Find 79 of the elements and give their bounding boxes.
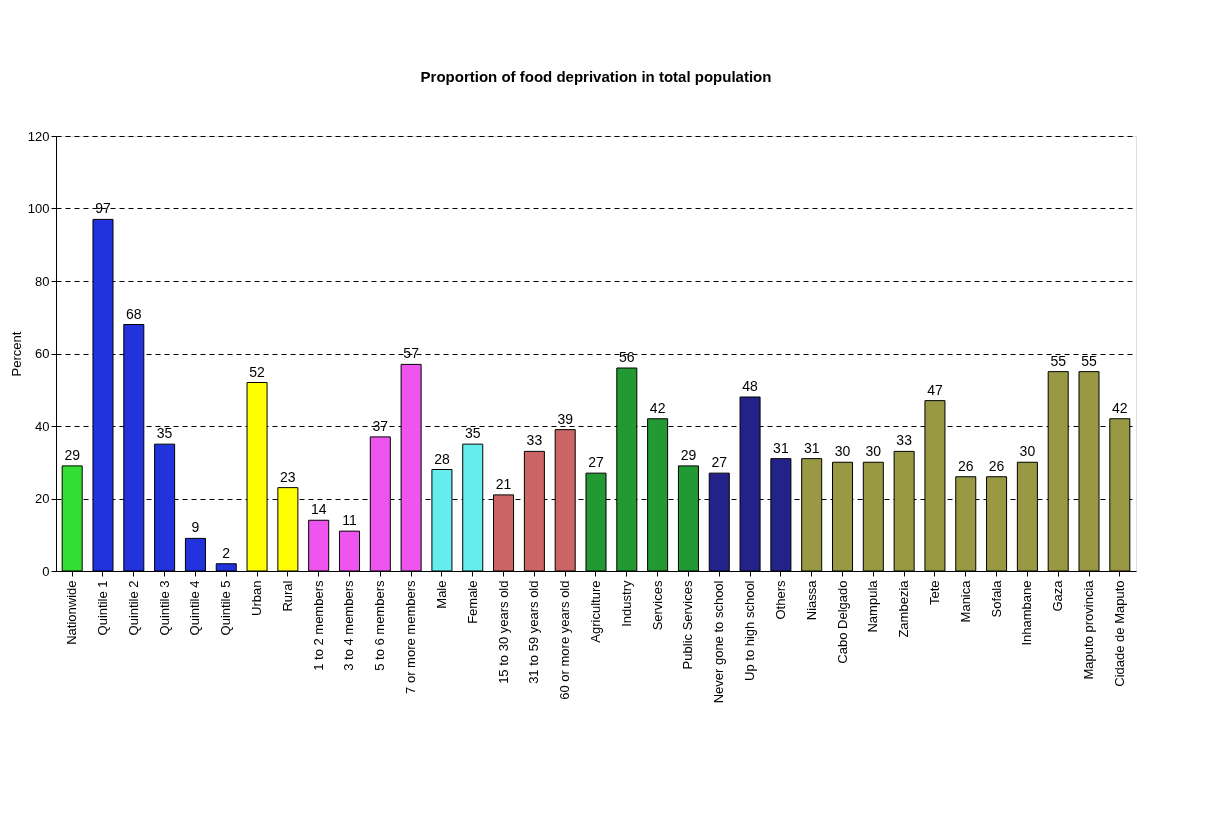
- data-label: 35: [156, 425, 173, 442]
- y-tick-label: 100: [27, 201, 50, 216]
- chart-title: Proportion of food deprivation in total population: [420, 68, 772, 85]
- data-label: 26: [957, 457, 974, 474]
- y-axis-title: Percent: [8, 331, 24, 377]
- data-label: 30: [1019, 443, 1036, 460]
- data-label: 52: [249, 363, 266, 380]
- x-tick-label: Quintile 5: [218, 580, 234, 636]
- x-tick-label: Quintile 3: [156, 580, 172, 636]
- x-tick-label: Rural: [279, 580, 295, 612]
- x-tick-label: Quintile 1: [94, 580, 110, 636]
- data-label: 29: [64, 446, 81, 463]
- x-tick-label: Public Services: [680, 580, 696, 670]
- x-tick-label: Manica: [957, 579, 973, 623]
- data-label: 42: [649, 399, 666, 416]
- x-tick-label: Niassa: [803, 579, 819, 621]
- x-tick-label: Quintile 2: [125, 580, 141, 636]
- data-label: 42: [1112, 399, 1128, 416]
- x-tick-label: 31 to 59 years old: [526, 580, 542, 684]
- data-label: 68: [126, 305, 142, 322]
- data-label: 30: [865, 443, 882, 460]
- data-label: 47: [927, 381, 943, 398]
- x-tick-label: Maputo provincia: [1081, 579, 1097, 680]
- data-label: 11: [342, 512, 357, 529]
- data-label: 30: [834, 443, 851, 460]
- data-label: 31: [773, 439, 789, 456]
- data-label: 97: [95, 200, 111, 217]
- x-tick-label: Female: [464, 580, 480, 624]
- data-label: 39: [557, 410, 574, 427]
- x-tick-label: Zambezia: [896, 579, 912, 638]
- y-tick-label: 80: [35, 273, 50, 289]
- x-tick-label: 15 to 30 years old: [495, 580, 511, 684]
- x-tick-label: Gaza: [1050, 579, 1066, 612]
- data-label: 2: [222, 544, 231, 561]
- data-label: 26: [988, 457, 1005, 474]
- x-tick-label: Others: [772, 580, 788, 620]
- y-tick-label: 120: [27, 128, 50, 144]
- x-tick-label: 1 to 2 members: [310, 580, 326, 671]
- x-tick-label: 3 to 4 members: [341, 580, 357, 671]
- data-label: 31: [803, 439, 820, 456]
- x-tick-label: Up to high school: [742, 580, 758, 681]
- y-tick-label: 60: [35, 346, 50, 361]
- data-label: 29: [680, 446, 697, 463]
- x-tick-label: Cidade de Maputo: [1111, 580, 1127, 687]
- y-tick-label: 20: [35, 491, 50, 506]
- x-tick-label: 5 to 6 members: [372, 580, 388, 671]
- data-label: 33: [526, 432, 543, 449]
- x-tick-label: Agriculture: [588, 580, 603, 643]
- data-label: 48: [742, 378, 759, 394]
- x-tick-label: Urban: [249, 580, 265, 616]
- y-tick-label: 0: [42, 563, 50, 579]
- x-tick-label: Quintile 4: [187, 580, 203, 636]
- data-label: 14: [310, 501, 327, 518]
- data-label: 57: [403, 345, 420, 362]
- data-label: 28: [434, 450, 450, 467]
- x-tick-label: Services: [649, 580, 665, 631]
- data-label: 27: [711, 454, 728, 471]
- data-label: 21: [495, 475, 512, 492]
- data-label: 23: [280, 468, 296, 485]
- x-tick-label: Nationwide: [64, 580, 80, 645]
- data-label: 33: [896, 432, 913, 449]
- data-label: 27: [588, 454, 604, 471]
- x-tick-label: Inhambane: [1019, 580, 1035, 646]
- x-tick-label: Tete: [926, 580, 942, 606]
- x-tick-label: 60 or more years old: [557, 580, 573, 700]
- x-tick-label: Never gone to school: [711, 580, 727, 704]
- y-tick-label: 40: [35, 418, 50, 434]
- x-tick-label: Industry: [618, 580, 634, 627]
- x-tick-label: Sofala: [988, 579, 1004, 618]
- data-label: 55: [1081, 352, 1098, 369]
- x-tick-label: Cabo Delgado: [834, 580, 850, 664]
- x-tick-label: Nampula: [865, 579, 881, 633]
- x-tick-label: 7 or more members: [403, 580, 419, 694]
- data-label: 35: [464, 425, 481, 442]
- data-label: 56: [619, 349, 635, 365]
- x-tick-label: Male: [433, 580, 449, 609]
- data-label: 55: [1050, 352, 1067, 369]
- data-label: 9: [191, 519, 200, 536]
- data-label: 37: [372, 417, 389, 434]
